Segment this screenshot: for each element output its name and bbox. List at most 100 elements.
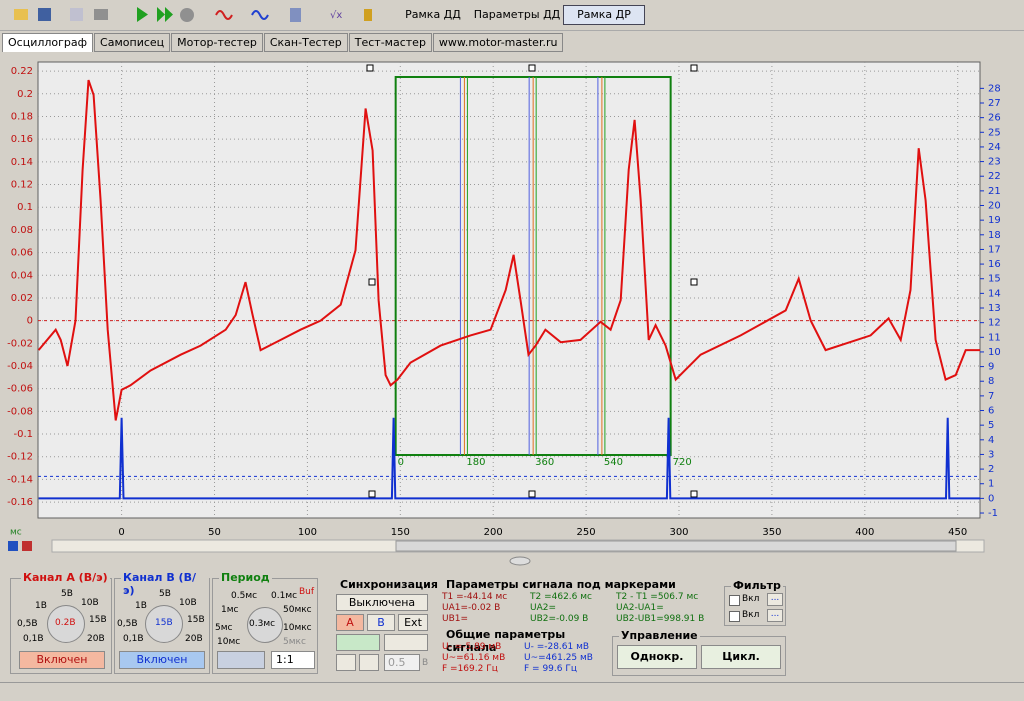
- expand-button[interactable]: [509, 556, 531, 566]
- frame-label: 360: [535, 457, 554, 468]
- y-tick-label: -0.14: [7, 474, 33, 485]
- icon-play[interactable]: [137, 7, 148, 22]
- sync-source[interactable]: Ext: [398, 614, 428, 631]
- y2-tick-label: 2: [988, 464, 994, 475]
- scale-label: 10В: [81, 598, 99, 608]
- sync-edge[interactable]: [384, 634, 428, 651]
- toolbar-button[interactable]: Рамка ДД: [405, 8, 461, 21]
- param: T2 - T1 =506.7 мс: [616, 592, 699, 602]
- y2-tick-label: 13: [988, 303, 1001, 314]
- y-tick-label: 0.08: [11, 225, 33, 236]
- y2-tick-label: 10: [988, 347, 1001, 358]
- param: F =169.2 Гц: [442, 664, 498, 674]
- tab[interactable]: Скан-Тестер: [263, 33, 348, 52]
- icon-preview[interactable]: [70, 8, 83, 21]
- param: UA1=-0.02 В: [442, 603, 501, 613]
- toolbar-button[interactable]: Рамка ДР: [563, 5, 645, 25]
- zoom-button[interactable]: [22, 541, 32, 551]
- group-title: Период: [219, 571, 272, 584]
- icon-save[interactable]: [38, 8, 51, 21]
- icon-wave-a[interactable]: [215, 10, 233, 20]
- channel-toggle[interactable]: Включен: [19, 651, 105, 669]
- ratio-select[interactable]: 1:1: [271, 651, 315, 669]
- plot-area: [37, 61, 981, 519]
- frame-handle: [528, 490, 536, 498]
- y2-tick-label: 7: [988, 391, 994, 402]
- sync-option[interactable]: [336, 654, 356, 671]
- param-column: T1 =-44.14 мс UA1=-0.02 В UB1=: [442, 592, 507, 625]
- icon-fast[interactable]: [157, 7, 173, 22]
- knob[interactable]: [47, 605, 85, 643]
- icon-sqrt[interactable]: √x: [330, 10, 342, 21]
- icon-print[interactable]: [94, 9, 108, 20]
- x-unit: мс: [10, 528, 22, 538]
- x-tick-label: 50: [208, 527, 221, 538]
- y2-tick-label: 5: [988, 420, 994, 431]
- y-tick-label: -0.16: [7, 497, 33, 508]
- checkbox[interactable]: [729, 611, 740, 622]
- sync-source[interactable]: A: [336, 614, 364, 631]
- icon-open[interactable]: [14, 9, 28, 20]
- param: U- =-28.61 мВ: [524, 642, 590, 652]
- y2-tick-label: 21: [988, 186, 1001, 197]
- oscilloscope-chart: мс 0.22 0.2 0.18 0.16 0.14 0.12 0.1 0.08 0.06 0.0…: [7, 61, 1001, 566]
- status-bar: [0, 682, 1024, 701]
- tab[interactable]: Самописец: [94, 33, 171, 52]
- sync-level[interactable]: 0.5: [384, 654, 420, 671]
- y-tick-label: 0.16: [11, 134, 33, 145]
- group-title: Управление: [619, 629, 700, 642]
- param: UB2-UB1=998.91 В: [616, 614, 705, 624]
- sync-source[interactable]: B: [367, 614, 395, 631]
- single-button[interactable]: Однокр.: [617, 645, 697, 669]
- y2-tick-label: 6: [988, 406, 994, 417]
- tab[interactable]: Тест-мастер: [348, 33, 432, 52]
- series-line: [38, 417, 980, 500]
- group-title: Общие параметры сигнала: [444, 628, 608, 654]
- y2-tick-label: 1: [988, 479, 994, 490]
- y-tick-label: -0.12: [7, 452, 33, 463]
- y2-tick-label: 9: [988, 362, 994, 373]
- checkbox-label: Вкл: [742, 610, 760, 620]
- checkbox[interactable]: [729, 595, 740, 606]
- y2-tick-label: 14: [988, 288, 1001, 299]
- filter-settings[interactable]: ...: [767, 593, 783, 606]
- y2-tick-label: 23: [988, 157, 1001, 168]
- knob[interactable]: [247, 607, 283, 643]
- knob[interactable]: [145, 605, 183, 643]
- zoom-button[interactable]: [8, 541, 18, 551]
- tab[interactable]: www.motor-master.ru: [432, 33, 564, 52]
- tabs: Осциллограф Самописец Мотор-тестер Скан-…: [2, 33, 564, 52]
- y2-tick-label: 26: [988, 113, 1001, 124]
- sync-option[interactable]: [359, 654, 379, 671]
- zoom-buttons[interactable]: [217, 651, 265, 669]
- y2-tick-label: 4: [988, 435, 994, 446]
- y-tick-label: -0.02: [7, 338, 33, 349]
- scroll-thumb[interactable]: [395, 540, 957, 552]
- param: UB2=-0.09 В: [530, 614, 589, 624]
- cycle-button[interactable]: Цикл.: [701, 645, 781, 669]
- scale-label: 10мкс: [283, 623, 312, 633]
- y-tick-label: 0.18: [11, 111, 33, 122]
- param: UA2-UA1=: [616, 603, 664, 613]
- y-tick-label: -0.1: [13, 429, 33, 440]
- icon-stop[interactable]: [180, 8, 194, 22]
- sync-mode[interactable]: Выключена: [336, 594, 428, 611]
- param: U- =-5.89 мВ: [442, 642, 502, 652]
- scale-label: 10В: [179, 598, 197, 608]
- icon-calc[interactable]: [290, 8, 301, 22]
- icon-wave-b[interactable]: [251, 10, 269, 20]
- y2-tick-label: 17: [988, 244, 1001, 255]
- y-tick-label: 0.1: [17, 202, 33, 213]
- sync-edge[interactable]: [336, 634, 380, 651]
- channel-toggle[interactable]: Включен: [119, 651, 205, 669]
- frame-label: 0: [398, 457, 404, 468]
- marker-params: Параметры сигнала под маркерами T1 =-44.…: [440, 578, 718, 626]
- icon-sound[interactable]: [364, 9, 372, 21]
- tab[interactable]: Мотор-тестер: [171, 33, 263, 52]
- param-column: U- =-28.61 мВ U~=461.25 мВ F = 99.6 Гц: [524, 642, 593, 675]
- toolbar-button[interactable]: Параметры ДД: [473, 8, 561, 21]
- scale-label: 20В: [87, 634, 105, 644]
- tab[interactable]: Осциллограф: [2, 33, 94, 52]
- filter-settings[interactable]: ...: [767, 609, 783, 622]
- sync-unit: В: [422, 658, 429, 668]
